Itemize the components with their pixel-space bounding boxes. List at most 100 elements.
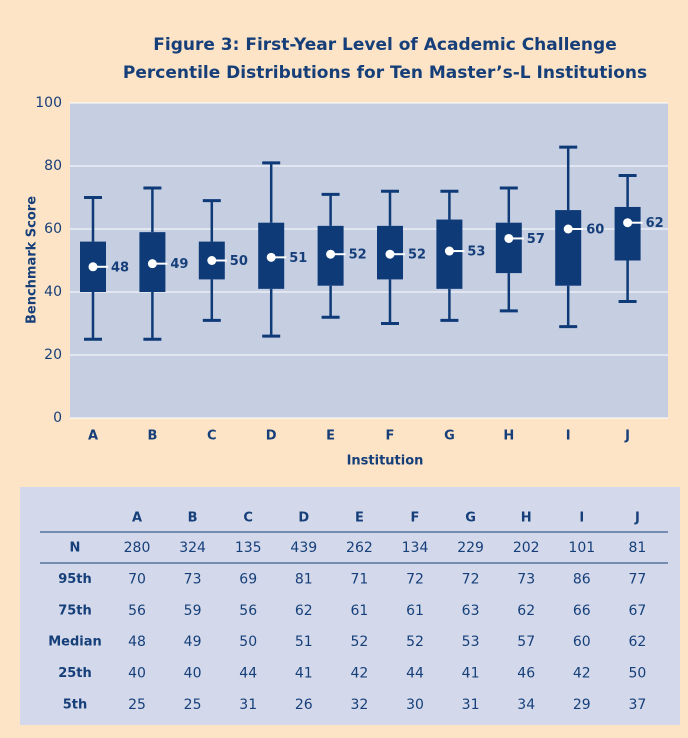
table-cell: 262: [346, 540, 373, 556]
median-dot: [266, 252, 276, 262]
table-cell: 34: [517, 697, 535, 713]
column-header: E: [355, 511, 364, 526]
median-dot: [147, 259, 157, 269]
table-cell: 52: [350, 634, 368, 650]
table-cell: 53: [462, 634, 480, 650]
median-dot: [88, 262, 98, 272]
x-tick-label: A: [88, 429, 98, 444]
table-cell: 50: [628, 666, 646, 682]
table-cell: 72: [462, 571, 480, 587]
box: [614, 206, 641, 261]
table-cell: 135: [235, 540, 262, 556]
table-cell: 62: [628, 634, 646, 650]
median-dot: [207, 256, 217, 265]
median-dot: [504, 233, 514, 243]
median-dot: [444, 246, 454, 256]
table-cell: 86: [573, 571, 591, 587]
table-cell: 59: [184, 603, 202, 619]
table-cell: 31: [462, 697, 480, 713]
table-cell: 41: [295, 666, 313, 682]
column-header: F: [411, 511, 420, 526]
x-tick-label: E: [326, 429, 335, 444]
median-label: 49: [170, 257, 188, 272]
x-tick-label: G: [444, 429, 455, 444]
table-cell: 62: [295, 603, 313, 619]
table-cell: 42: [573, 666, 591, 682]
table-cell: 51: [295, 634, 313, 650]
box: [555, 210, 582, 286]
y-tick-label: 0: [53, 410, 62, 426]
row-label: 5th: [63, 698, 88, 713]
table-cell: 30: [406, 697, 424, 713]
table-cell: 44: [406, 666, 424, 682]
table-cell: 324: [179, 540, 206, 556]
table-cell: 71: [350, 571, 368, 587]
median-label: 53: [467, 245, 485, 260]
table-cell: 72: [406, 571, 424, 587]
table-cell: 40: [184, 666, 202, 682]
table-cell: 101: [568, 540, 595, 556]
table-cell: 57: [517, 634, 535, 650]
column-header: J: [634, 511, 640, 526]
table-cell: 46: [517, 666, 535, 682]
table-cell: 134: [402, 540, 429, 556]
table-cell: 56: [128, 603, 146, 619]
median-dot: [326, 249, 336, 259]
x-axis-label: Institution: [347, 454, 424, 469]
table-cell: 32: [350, 697, 368, 713]
table-cell: 67: [628, 603, 646, 619]
table-cell: 229: [457, 540, 484, 556]
median-dot: [563, 224, 573, 234]
table-cell: 44: [239, 666, 257, 682]
median-label: 62: [646, 216, 664, 231]
chart-title: Percentile Distributions for Ten Master’…: [123, 63, 647, 83]
row-label: 95th: [58, 572, 92, 587]
x-tick-label: C: [207, 429, 217, 444]
table-cell: 202: [513, 540, 540, 556]
table-cell: 25: [128, 697, 146, 713]
table-cell: 73: [517, 571, 535, 587]
median-dot: [623, 218, 633, 228]
column-header: H: [521, 511, 532, 526]
table-cell: 73: [184, 571, 202, 587]
table-cell: 49: [184, 634, 202, 650]
y-tick-label: 20: [44, 347, 62, 363]
column-header: G: [465, 511, 476, 526]
table-cell: 66: [573, 603, 591, 619]
median-label: 48: [111, 260, 129, 275]
table-cell: 63: [462, 603, 480, 619]
x-tick-label: F: [386, 429, 395, 444]
chart-title: Figure 3: First-Year Level of Academic C…: [153, 35, 616, 55]
row-label: 75th: [58, 603, 92, 618]
table-cell: 81: [628, 540, 646, 556]
table-cell: 69: [239, 571, 257, 587]
x-tick-label: B: [147, 429, 157, 444]
y-axis-label: Benchmark Score: [25, 196, 40, 324]
y-tick-label: 60: [44, 221, 62, 237]
y-tick-label: 80: [44, 158, 62, 174]
row-label: Median: [48, 635, 102, 650]
column-header: B: [188, 511, 198, 526]
x-tick-label: J: [624, 429, 630, 444]
column-header: I: [579, 511, 584, 526]
table-cell: 61: [350, 603, 368, 619]
table-cell: 439: [290, 540, 317, 556]
table-cell: 26: [295, 697, 313, 713]
row-label: 25th: [58, 666, 92, 681]
table-cell: 48: [128, 634, 146, 650]
x-tick-label: D: [266, 429, 277, 444]
median-label: 51: [289, 251, 307, 266]
median-label: 52: [349, 248, 367, 263]
median-label: 60: [586, 223, 604, 238]
table-cell: 25: [184, 697, 202, 713]
table-panel: [20, 487, 680, 725]
table-cell: 81: [295, 571, 313, 587]
x-tick-label: I: [566, 429, 571, 444]
table-cell: 31: [239, 697, 257, 713]
median-label: 50: [230, 254, 248, 269]
table-cell: 60: [573, 634, 591, 650]
median-label: 52: [408, 248, 426, 263]
table-cell: 29: [573, 697, 591, 713]
